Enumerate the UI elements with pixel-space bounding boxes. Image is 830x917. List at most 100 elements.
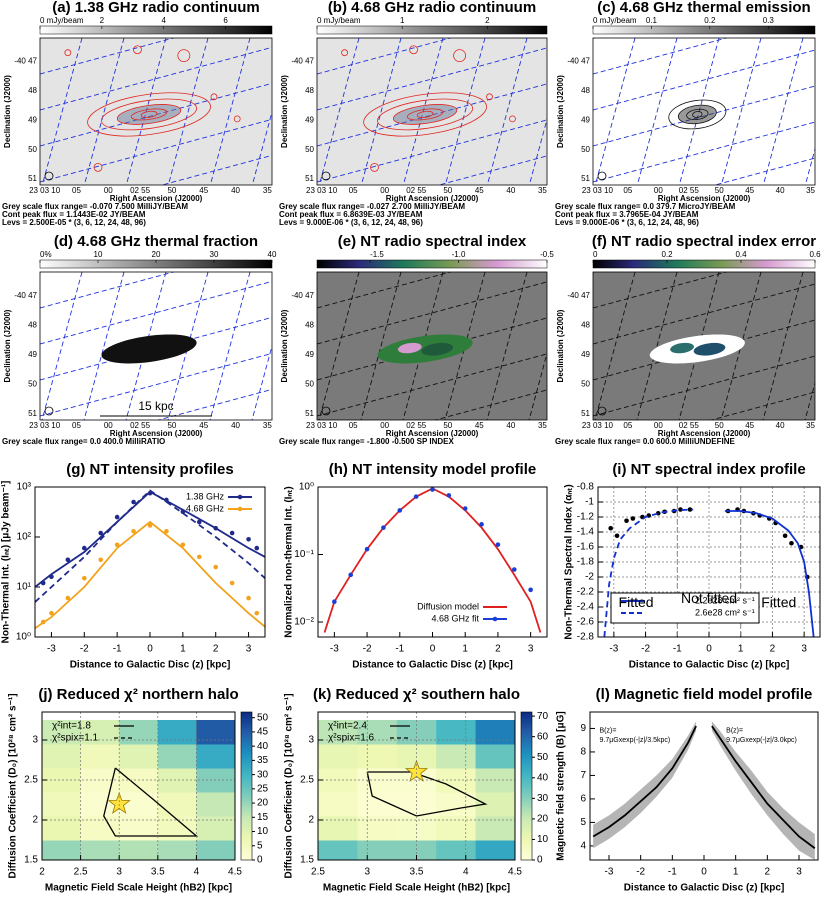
x-tick-label: 23 03 10: [306, 421, 338, 430]
x-tick-label: 0: [706, 644, 712, 655]
x-tick-label: 45: [199, 186, 208, 195]
data-point: [511, 567, 517, 572]
data-point: [229, 530, 235, 536]
plot-area: [317, 272, 547, 420]
colorbar-tick-label: 0: [257, 855, 263, 866]
legend-label: 1.38 GHz: [186, 491, 225, 501]
footer-text: Grey scale flux range= 0.0 400.0 MilliRA…: [2, 437, 165, 446]
coord-grid: [40, 118, 272, 183]
heatmap-cell: [357, 744, 398, 769]
x-tick-label: -1: [395, 644, 404, 655]
legend-swatch: [237, 494, 243, 500]
x-tick-label: -2: [80, 644, 89, 655]
coord-grid: [486, 272, 528, 420]
y-axis-label: Non-Thermal Spectral Index (αₙₜ): [564, 484, 575, 639]
y-tick-label: 9: [580, 723, 586, 734]
x-tick-label: 40: [776, 186, 785, 195]
y-tick-label: 2: [308, 815, 314, 826]
heatmap-cell: [475, 720, 515, 745]
x-tick-label: 3: [528, 644, 534, 655]
x-tick-label: 35: [538, 186, 547, 195]
beam: [597, 171, 607, 181]
coord-grid: [209, 38, 251, 185]
y-tick-label: 48: [305, 320, 314, 329]
y-tick-label: 50: [581, 380, 590, 389]
y-tick-label: 3: [308, 735, 314, 746]
x-tick-label: 02 55: [406, 186, 427, 195]
colorbar-tick-label: 40: [268, 250, 277, 259]
annotation: 9.7μGxexp(-|z|/3.5kpc): [600, 737, 671, 744]
heatmap-cell: [80, 744, 120, 769]
x-tick-label: 35: [806, 421, 815, 430]
panel-title: (b) 4.68 GHz radio continuum: [328, 0, 536, 16]
y-tick-label: 1.5: [300, 855, 314, 866]
x-tick-label: 00: [380, 186, 389, 195]
y-tick-label: 10⁰: [299, 482, 314, 493]
contour: [686, 108, 709, 121]
y-tick-label: -40 47: [291, 291, 314, 300]
data-point: [624, 518, 629, 524]
data-point: [332, 599, 337, 604]
y-axis-label: Normalized non-thermal Int. (Iₙₜ): [284, 486, 295, 637]
contour: [392, 104, 458, 125]
data-point: [246, 595, 251, 601]
footer-text: Cont peak flux = 3.7965E-04 JY/BEAM: [555, 210, 699, 219]
heatmap-cell: [475, 744, 515, 769]
x-tick-label: 40: [231, 421, 240, 430]
y-tick-label: -0.8: [577, 482, 595, 493]
footer-text: Grey scale flux range= 0.0 600.0 MilliUN…: [555, 437, 736, 446]
x-tick-label: 4: [194, 867, 200, 878]
heatmap-cell: [436, 720, 477, 745]
x-tick-label: 35: [263, 421, 272, 430]
x-tick-label: 35: [538, 421, 547, 430]
plot-area: [323, 487, 542, 633]
data-point: [196, 519, 202, 525]
x-tick-label: 00: [104, 421, 113, 430]
coord-grid: [318, 272, 360, 420]
y-tick-label: 49: [581, 350, 590, 359]
contour: [453, 49, 467, 63]
contour: [210, 93, 218, 101]
map-frame: [316, 271, 548, 421]
contour: [509, 115, 516, 123]
x-tick-label: 0: [701, 867, 707, 878]
plot-area: [592, 721, 816, 860]
panel-title: (f) NT radio spectral index error: [592, 233, 816, 250]
coord-grid: [318, 38, 360, 185]
x-tick-label: 4: [463, 867, 469, 878]
heatmap-cell: [42, 840, 82, 860]
x-tick-label: 3: [796, 867, 802, 878]
heatmap-cell: [157, 744, 197, 769]
x-axis-label: Right Ascension (J2000): [658, 194, 751, 203]
legend-label: Diffusion model: [417, 601, 479, 611]
colorbar-tick-label: 0 mJy/beam: [40, 16, 84, 25]
panel-title: (a) 1.38 GHz radio continuum: [52, 0, 260, 16]
annotation: B(z)=: [726, 728, 743, 735]
x-tick-label: 45: [745, 186, 754, 195]
x-axis-label: Distance to Galactic Disc (z) [kpc]: [629, 660, 790, 671]
data-point: [131, 499, 136, 505]
x-tick-label: 45: [199, 421, 208, 430]
x-tick-label: 02 55: [679, 421, 700, 430]
colorbar-tick-label: -1.5: [370, 250, 384, 259]
heatmap-cell: [42, 792, 82, 817]
data-point: [164, 497, 169, 503]
x-tick-label: 50: [167, 186, 176, 195]
x-tick-label: 50: [715, 421, 724, 430]
y-tick-label: -40 47: [14, 57, 37, 66]
data-point: [49, 574, 54, 580]
y-tick-label: 49: [28, 115, 37, 124]
x-tick-label: 4.5: [228, 867, 242, 878]
y-tick-label: -1: [585, 497, 594, 508]
y-tick-label: 49: [305, 350, 314, 359]
y-tick-label: -1.8: [577, 557, 595, 568]
data-point: [65, 557, 71, 563]
contour: [130, 108, 168, 121]
y-tick-label: -2: [585, 572, 594, 583]
footer-text: Cont peak flux = 6.8639E-03 JY/BEAM: [279, 210, 423, 219]
heatmap-cell: [80, 720, 120, 745]
coord-grid: [40, 272, 176, 309]
colorbar-tick-label: -0.5: [540, 250, 554, 259]
y-tick-label: -2.8: [577, 632, 595, 643]
coord-grid: [83, 272, 125, 420]
